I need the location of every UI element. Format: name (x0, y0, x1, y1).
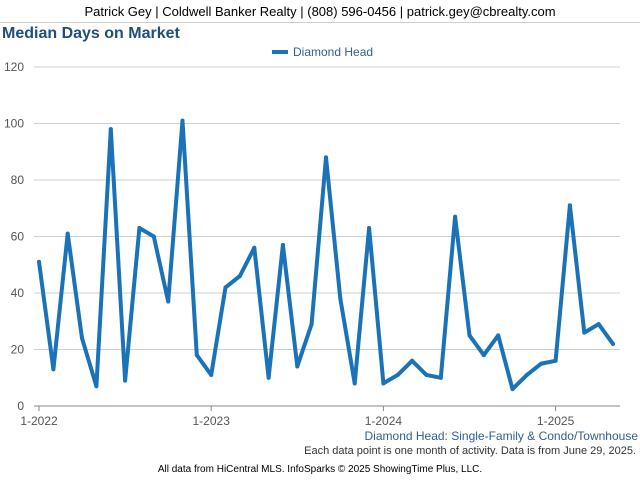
data-point (108, 127, 113, 132)
data-point (280, 242, 285, 247)
y-tick-label: 80 (11, 173, 25, 187)
contact-text: Patrick Gey | Coldwell Banker Realty | (… (84, 3, 556, 19)
y-tick-label: 120 (4, 60, 24, 74)
series-line-diamond-head (37, 118, 615, 392)
data-point (424, 372, 429, 377)
data-point (51, 367, 56, 372)
data-point (596, 322, 601, 327)
data-point (567, 203, 572, 208)
data-point (94, 384, 99, 389)
contact-header: Patrick Gey | Coldwell Banker Realty | (… (0, 0, 640, 23)
y-tick-label: 100 (4, 117, 24, 131)
data-point (352, 381, 357, 386)
data-point (467, 333, 472, 338)
data-point (410, 358, 415, 363)
data-point (381, 381, 386, 386)
legend-swatch (272, 50, 288, 54)
grid-lines (34, 66, 620, 407)
data-point (237, 274, 242, 279)
data-point (539, 361, 544, 366)
data-point (481, 353, 486, 358)
data-point (582, 330, 587, 335)
data-point (194, 353, 199, 358)
footer-credit: All data from HiCentral MLS. InfoSparks … (157, 464, 483, 475)
data-point (438, 375, 443, 380)
data-note: Each data point is one month of activity… (304, 445, 636, 457)
y-tick-label: 40 (11, 286, 25, 300)
data-point (65, 231, 70, 236)
y-tick-label: 0 (17, 399, 24, 413)
series-caption: Diamond Head: Single-Family & Condo/Town… (364, 429, 638, 443)
data-point (80, 336, 85, 341)
data-point (367, 226, 372, 231)
data-point (295, 364, 300, 369)
legend[interactable]: Diamond Head (272, 45, 373, 59)
data-point (524, 372, 529, 377)
data-point (37, 259, 41, 264)
data-point (137, 226, 142, 231)
x-tick-label: 1-2022 (20, 414, 58, 428)
y-tick-label: 20 (11, 343, 25, 357)
data-point (166, 299, 171, 304)
data-point (395, 372, 400, 377)
data-points (37, 118, 615, 392)
data-point (209, 372, 214, 377)
data-point (252, 245, 257, 250)
y-axis: 0 20 40 60 80 100 120 (4, 60, 24, 413)
data-point (453, 214, 458, 219)
data-point (496, 333, 501, 338)
y-tick-label: 60 (11, 230, 25, 244)
data-point (151, 234, 156, 239)
x-tick-label: 1-2024 (365, 414, 403, 428)
data-point (123, 378, 128, 383)
legend-label: Diamond Head (293, 45, 374, 59)
data-point (223, 285, 228, 290)
data-point (553, 358, 558, 363)
x-tick-label: 1-2023 (193, 414, 231, 428)
data-point (324, 155, 328, 160)
data-point (510, 387, 515, 392)
data-point (180, 118, 185, 123)
data-point (611, 341, 615, 346)
data-point (266, 375, 271, 380)
chart-title: Median Days on Market (2, 25, 180, 42)
data-point (338, 296, 343, 301)
x-axis: 1-2022 1-2023 1-2024 1-2025 (20, 406, 575, 428)
data-point (309, 322, 314, 327)
x-tick-label: 1-2025 (537, 414, 575, 428)
